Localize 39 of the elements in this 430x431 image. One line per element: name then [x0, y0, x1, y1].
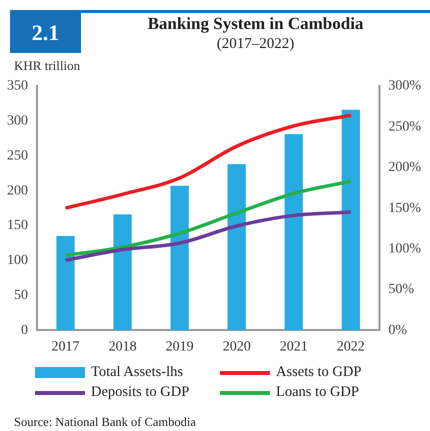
line-series [64, 179, 353, 258]
legend-label: Loans to GDP [275, 384, 360, 401]
y2-tick-label: 50% [388, 282, 414, 298]
bar [170, 186, 189, 330]
y-tick-label: 100 [7, 253, 28, 268]
y-axis-title: KHR trillion [14, 58, 81, 73]
y-tick-label: 300 [7, 114, 28, 129]
bar [284, 134, 303, 330]
text: 2.1 [10, 10, 81, 53]
bar [228, 164, 246, 330]
x-tick-label: 2020 [222, 339, 251, 354]
y2-tick-label: 100% [388, 241, 422, 256]
bar [342, 110, 360, 330]
y2-tick-label: 200% [388, 160, 422, 176]
y2-tick-label: 150% [388, 200, 422, 216]
legend-label: Deposits to GDP [90, 384, 190, 401]
legend-label: Assets to GDP [275, 364, 362, 381]
line-series [64, 210, 353, 262]
y-tick-label: 350 [7, 78, 28, 94]
x-tick-label: 2022 [336, 339, 365, 354]
x-tick-label: 2021 [280, 339, 308, 354]
y-tick-label: 150 [7, 218, 28, 234]
chart-subtitle: (2017–2022) [216, 36, 296, 53]
x-tick-label: 2019 [166, 339, 194, 354]
x-tick-label: 2018 [108, 339, 137, 354]
y-tick-label: 50 [14, 288, 28, 303]
source-note: Source: National Bank of Cambodia [14, 415, 196, 430]
x-tick-label: 2017 [52, 339, 80, 354]
y-tick-label: 200 [7, 183, 28, 198]
bar [113, 214, 132, 330]
y2-tick-label: 300% [388, 78, 422, 94]
legend-label: Total Assets-lhs [90, 364, 184, 381]
y-tick-label: 250 [7, 148, 28, 164]
bar [56, 236, 75, 330]
y2-tick-label: 0% [388, 322, 408, 338]
y-tick-label: 0 [21, 322, 28, 338]
line-series [64, 114, 353, 210]
chart-title: Banking System in Cambodia [146, 14, 364, 34]
y2-tick-label: 250% [388, 119, 422, 134]
